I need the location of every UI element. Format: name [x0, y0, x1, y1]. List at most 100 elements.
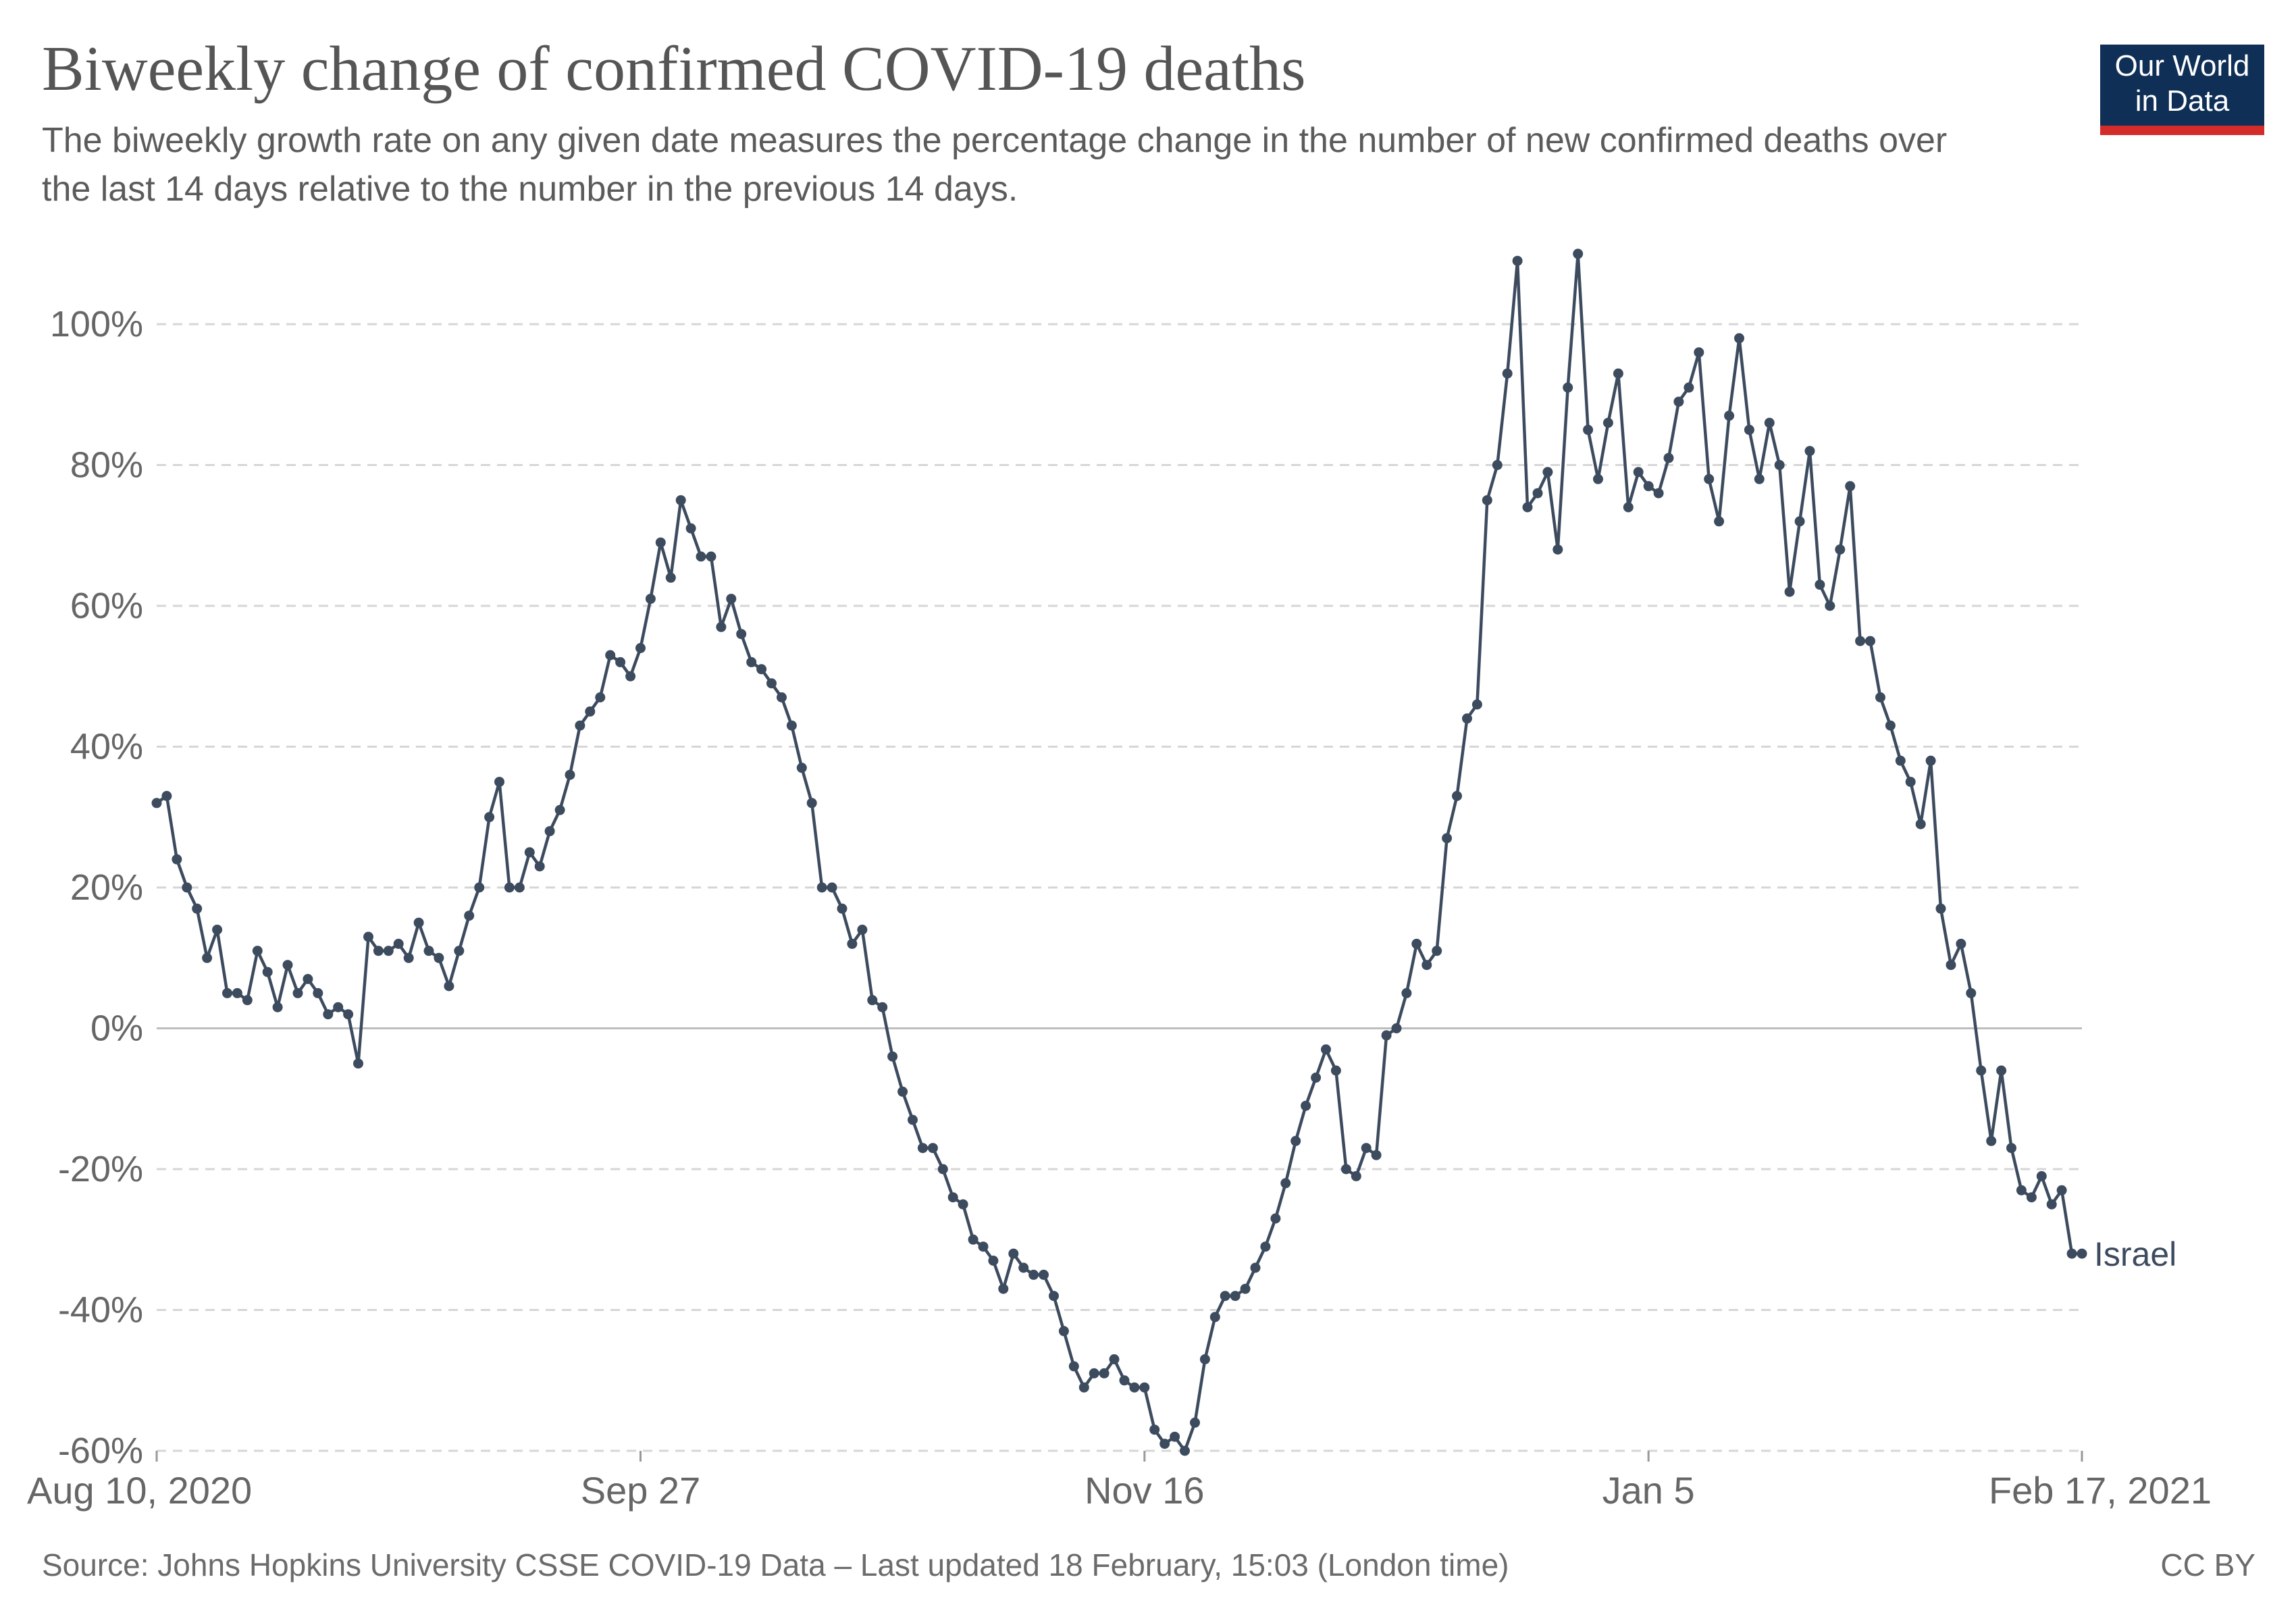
data-point[interactable] [1139, 1382, 1150, 1393]
data-point[interactable] [1371, 1150, 1382, 1160]
data-point[interactable] [1058, 1326, 1069, 1337]
data-point[interactable] [1925, 755, 1936, 766]
data-point[interactable] [333, 1002, 344, 1012]
data-point[interactable] [1260, 1241, 1271, 1252]
data-point[interactable] [182, 882, 192, 893]
data-point[interactable] [1290, 1135, 1301, 1146]
data-point[interactable] [1452, 791, 1462, 801]
data-point[interactable] [2036, 1170, 2047, 1181]
data-point[interactable] [988, 1256, 999, 1266]
data-point[interactable] [272, 1002, 283, 1012]
data-point[interactable] [1865, 636, 1875, 646]
data-point[interactable] [1553, 544, 1563, 555]
data-point[interactable] [1573, 249, 1584, 259]
data-point[interactable] [1643, 481, 1654, 492]
data-point[interactable] [1593, 473, 1603, 484]
data-point[interactable] [696, 551, 706, 562]
data-point[interactable] [1049, 1291, 1059, 1302]
data-point[interactable] [1623, 502, 1634, 513]
data-point[interactable] [1028, 1269, 1039, 1280]
data-point[interactable] [1421, 960, 1432, 971]
data-point[interactable] [1482, 495, 1492, 506]
data-point[interactable] [1845, 481, 1856, 492]
data-point[interactable] [1321, 1044, 1331, 1055]
data-point[interactable] [313, 987, 323, 998]
data-point[interactable] [1563, 382, 1573, 393]
data-point[interactable] [1754, 473, 1765, 484]
data-point[interactable] [908, 1114, 918, 1125]
data-point[interactable] [1673, 396, 1684, 407]
data-point[interactable] [1280, 1178, 1291, 1189]
data-point[interactable] [504, 882, 515, 893]
data-point[interactable] [1311, 1073, 1322, 1083]
data-point[interactable] [927, 1143, 938, 1154]
data-point[interactable] [1340, 1164, 1351, 1175]
data-point[interactable] [1734, 333, 1744, 344]
data-point[interactable] [151, 798, 162, 808]
data-point[interactable] [1502, 368, 1513, 379]
data-point[interactable] [937, 1164, 948, 1175]
data-point[interactable] [2066, 1248, 2077, 1259]
data-point[interactable] [685, 523, 696, 534]
data-point[interactable] [1915, 819, 1926, 829]
data-point[interactable] [1976, 1065, 1987, 1076]
data-point[interactable] [1875, 692, 1885, 702]
data-point[interactable] [1542, 467, 1553, 478]
data-point[interactable] [303, 974, 313, 984]
data-point[interactable] [1946, 960, 1956, 971]
data-point[interactable] [1935, 903, 1946, 914]
data-point[interactable] [756, 664, 767, 675]
data-point[interactable] [1471, 699, 1482, 710]
data-point[interactable] [1855, 636, 1866, 646]
data-point[interactable] [1129, 1382, 1140, 1393]
data-point[interactable] [1583, 424, 1594, 435]
data-point[interactable] [887, 1051, 898, 1062]
data-point[interactable] [766, 678, 777, 689]
data-point[interactable] [202, 952, 213, 963]
data-point[interactable] [777, 692, 787, 702]
data-point[interactable] [1885, 720, 1896, 731]
data-point[interactable] [292, 987, 303, 998]
data-point[interactable] [1905, 777, 1916, 788]
data-point[interactable] [1835, 544, 1846, 555]
data-point[interactable] [1784, 586, 1795, 597]
data-point[interactable] [232, 987, 242, 998]
data-point[interactable] [665, 572, 676, 583]
data-point[interactable] [212, 925, 223, 935]
data-point[interactable] [1663, 453, 1674, 463]
data-point[interactable] [464, 910, 475, 921]
data-point[interactable] [393, 938, 404, 949]
data-point[interactable] [1240, 1283, 1251, 1294]
data-point[interactable] [1532, 488, 1543, 498]
data-point[interactable] [2016, 1185, 2027, 1195]
data-point[interactable] [595, 692, 606, 702]
data-point[interactable] [867, 995, 878, 1006]
data-point[interactable] [1008, 1248, 1019, 1259]
series-line-israel[interactable] [155, 252, 2082, 1453]
data-point[interactable] [1724, 411, 1735, 421]
series-label[interactable]: Israel [2094, 1235, 2176, 1273]
data-point[interactable] [1099, 1368, 1110, 1379]
data-point[interactable] [1895, 755, 1906, 766]
data-point[interactable] [474, 882, 485, 893]
data-point[interactable] [1804, 446, 1815, 457]
data-point[interactable] [857, 925, 868, 935]
data-point[interactable] [1492, 460, 1503, 470]
data-point[interactable] [1704, 473, 1715, 484]
data-point[interactable] [343, 1009, 354, 1020]
data-point[interactable] [192, 903, 203, 914]
data-point[interactable] [1301, 1100, 1311, 1111]
data-point[interactable] [2026, 1192, 2037, 1203]
data-point[interactable] [816, 882, 827, 893]
data-point[interactable] [645, 594, 656, 604]
data-point[interactable] [1996, 1065, 2007, 1076]
data-point[interactable] [1442, 833, 1453, 844]
data-point[interactable] [877, 1002, 888, 1012]
data-point[interactable] [1351, 1170, 1361, 1181]
data-point[interactable] [806, 798, 817, 808]
data-point[interactable] [565, 769, 575, 780]
data-point[interactable] [514, 882, 525, 893]
data-point[interactable] [454, 946, 465, 956]
data-point[interactable] [1190, 1417, 1200, 1428]
data-point[interactable] [726, 594, 737, 604]
